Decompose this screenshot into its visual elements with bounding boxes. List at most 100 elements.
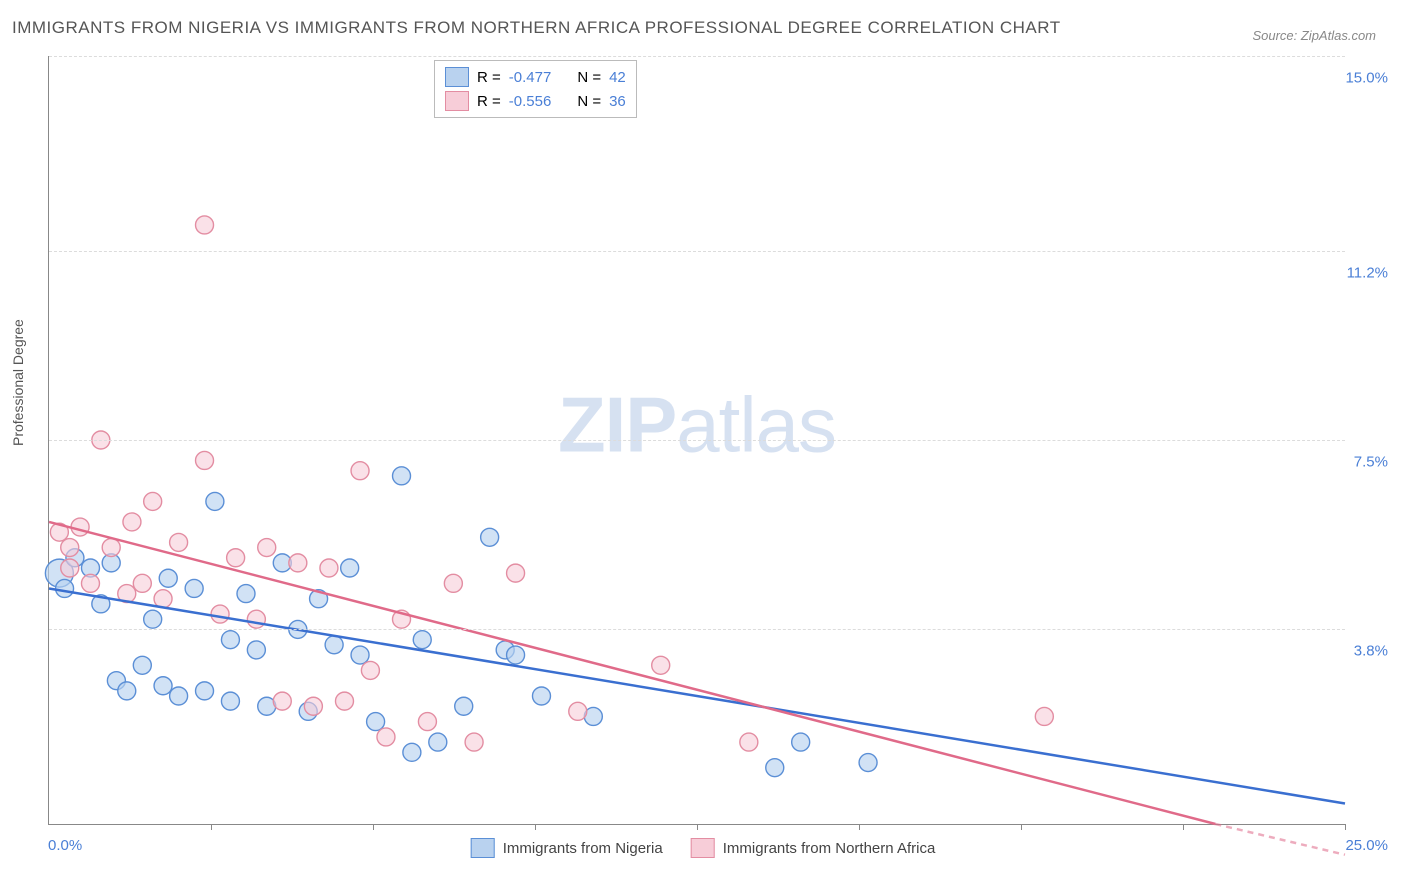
data-point: [418, 713, 436, 731]
data-point: [102, 539, 120, 557]
gridline-h: [49, 56, 1345, 57]
data-point: [61, 559, 79, 577]
series-legend-item: Immigrants from Nigeria: [471, 838, 663, 858]
legend-n-label: N =: [577, 69, 601, 86]
x-axis-tick-mark: [1345, 824, 1346, 830]
data-point: [56, 579, 74, 597]
series-legend-item: Immigrants from Northern Africa: [691, 838, 936, 858]
legend-swatch: [471, 838, 495, 858]
legend-stats-row: R = -0.556N = 36: [445, 89, 626, 113]
data-point: [159, 569, 177, 587]
legend-n-label: N =: [577, 93, 601, 110]
data-point: [361, 661, 379, 679]
data-point: [71, 518, 89, 536]
data-point: [206, 492, 224, 510]
data-point: [367, 713, 385, 731]
data-point: [413, 631, 431, 649]
stats-legend: R = -0.477N = 42R = -0.556N = 36: [434, 60, 637, 118]
data-point: [341, 559, 359, 577]
chart-title: IMMIGRANTS FROM NIGERIA VS IMMIGRANTS FR…: [12, 18, 1061, 38]
data-point: [81, 574, 99, 592]
data-point: [569, 702, 587, 720]
x-axis-tick-mark: [1183, 824, 1184, 830]
chart-plot-area: ZIPatlas: [48, 56, 1345, 825]
data-point: [170, 687, 188, 705]
source-attribution: Source: ZipAtlas.com: [1252, 28, 1376, 43]
legend-r-value: -0.556: [509, 93, 552, 110]
data-point: [532, 687, 550, 705]
data-point: [221, 631, 239, 649]
gridline-h: [49, 440, 1345, 441]
series-legend-label: Immigrants from Nigeria: [503, 840, 663, 857]
data-point: [325, 636, 343, 654]
series-legend-label: Immigrants from Northern Africa: [723, 840, 936, 857]
data-point: [247, 610, 265, 628]
data-point: [123, 513, 141, 531]
data-point: [429, 733, 447, 751]
x-axis-tick-mark: [859, 824, 860, 830]
trend-line-extension: [1215, 824, 1345, 855]
data-point: [227, 549, 245, 567]
data-point: [170, 533, 188, 551]
legend-stats-row: R = -0.477N = 42: [445, 65, 626, 89]
x-axis-tick-mark: [1021, 824, 1022, 830]
x-axis-tick-mark: [211, 824, 212, 830]
data-point: [185, 579, 203, 597]
data-point: [351, 462, 369, 480]
data-point: [320, 559, 338, 577]
data-point: [133, 574, 151, 592]
data-point: [196, 682, 214, 700]
data-point: [144, 492, 162, 510]
data-point: [118, 682, 136, 700]
data-point: [196, 216, 214, 234]
data-point: [237, 585, 255, 603]
data-point: [144, 610, 162, 628]
data-point: [403, 743, 421, 761]
y-axis-tick: 3.8%: [1354, 643, 1388, 660]
data-point: [289, 554, 307, 572]
data-point: [351, 646, 369, 664]
data-point: [221, 692, 239, 710]
data-point: [393, 467, 411, 485]
data-point: [133, 656, 151, 674]
y-axis-tick: 11.2%: [1347, 264, 1388, 281]
data-point: [455, 697, 473, 715]
data-point: [507, 564, 525, 582]
data-point: [507, 646, 525, 664]
legend-n-value: 36: [609, 93, 626, 110]
x-axis-tick-mark: [697, 824, 698, 830]
legend-swatch: [445, 91, 469, 111]
data-point: [304, 697, 322, 715]
data-point: [859, 754, 877, 772]
x-axis-tick-min: 0.0%: [48, 837, 82, 854]
y-axis-label: Professional Degree: [10, 319, 26, 446]
data-point: [766, 759, 784, 777]
data-point: [196, 451, 214, 469]
legend-r-value: -0.477: [509, 69, 552, 86]
legend-swatch: [445, 67, 469, 87]
data-point: [247, 641, 265, 659]
data-point: [444, 574, 462, 592]
trend-line: [49, 522, 1215, 824]
x-axis-tick-mark: [535, 824, 536, 830]
data-point: [335, 692, 353, 710]
x-axis-tick-mark: [373, 824, 374, 830]
gridline-h: [49, 251, 1345, 252]
y-axis-tick: 15.0%: [1345, 70, 1388, 87]
y-axis-tick: 7.5%: [1354, 454, 1388, 471]
data-point: [258, 539, 276, 557]
legend-n-value: 42: [609, 69, 626, 86]
data-point: [377, 728, 395, 746]
x-axis-tick-max: 25.0%: [1345, 837, 1388, 854]
data-point: [154, 590, 172, 608]
data-point: [273, 692, 291, 710]
data-point: [652, 656, 670, 674]
trend-line: [49, 588, 1345, 803]
data-point: [465, 733, 483, 751]
data-point: [740, 733, 758, 751]
data-point: [481, 528, 499, 546]
legend-swatch: [691, 838, 715, 858]
series-legend: Immigrants from Nigeria Immigrants from N…: [471, 838, 936, 858]
data-point: [792, 733, 810, 751]
data-point: [211, 605, 229, 623]
